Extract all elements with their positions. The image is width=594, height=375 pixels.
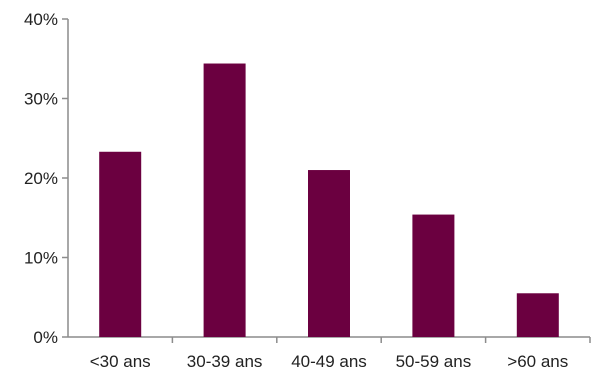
chart-bars [99, 63, 559, 338]
y-tick-label: 0% [33, 328, 58, 347]
y-tick-label: 20% [24, 169, 58, 188]
bar [516, 293, 559, 337]
x-category-label: >60 ans [507, 352, 568, 371]
bar [412, 214, 455, 337]
x-category-label: <30 ans [90, 352, 151, 371]
x-axis-labels: <30 ans 30-39 ans 40-49 ans 50-59 ans >60 an… [90, 337, 591, 371]
x-category-label: 30-39 ans [187, 352, 263, 371]
x-category-label: 50-59 ans [396, 352, 472, 371]
bar [308, 170, 350, 337]
y-tick-label: 10% [24, 249, 58, 268]
y-axis-ticks: 0% 10% 20% 30% 40% [24, 10, 68, 347]
y-tick-label: 40% [24, 10, 58, 29]
x-category-label: 40-49 ans [291, 352, 367, 371]
y-tick-label: 30% [24, 90, 58, 109]
bar [203, 63, 246, 338]
bar [99, 151, 142, 337]
